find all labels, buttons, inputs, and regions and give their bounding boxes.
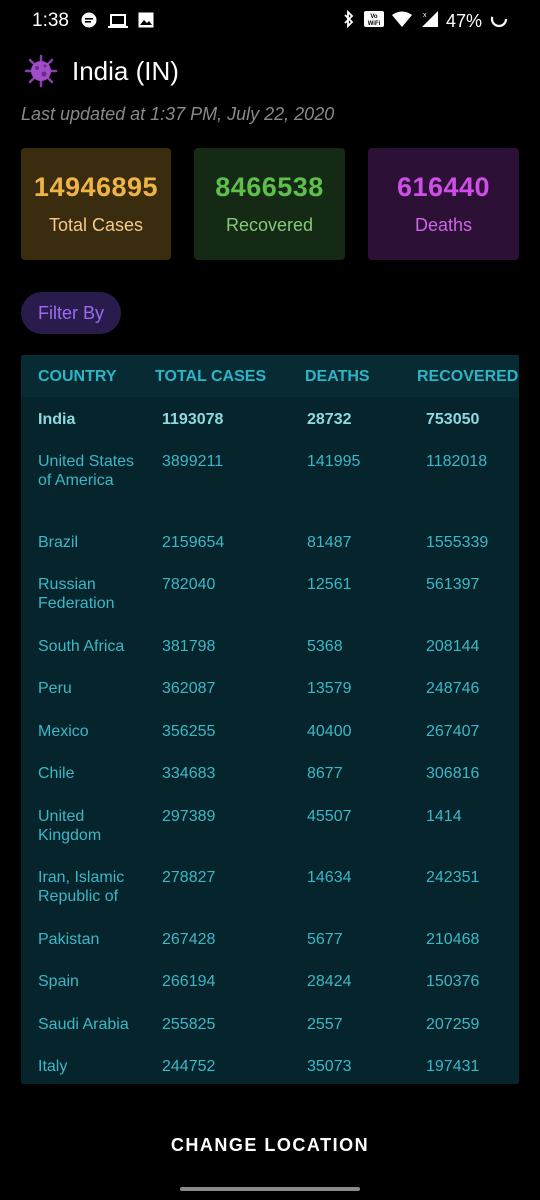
total-cases-card: 14946895 Total Cases xyxy=(21,148,171,260)
last-updated-text: Last updated at 1:37 PM, July 22, 2020 xyxy=(21,104,335,124)
cell-country: United Kingdom xyxy=(38,808,102,844)
cell-recovered: 197431 xyxy=(426,1058,480,1075)
cell-total-cases: 381798 xyxy=(162,638,216,655)
change-location-button[interactable]: CHANGE LOCATION xyxy=(0,1135,540,1156)
cell-total-cases: 2159654 xyxy=(162,534,225,551)
svg-text:WiFi: WiFi xyxy=(368,21,381,27)
cell-recovered: 242351 xyxy=(426,869,480,886)
battery-ring-icon xyxy=(490,10,508,33)
virus-icon xyxy=(24,54,58,88)
cell-recovered: 1414 xyxy=(426,808,462,825)
cell-recovered: 1555339 xyxy=(426,534,489,551)
cell-country: Mexico xyxy=(38,723,89,740)
cell-country: Saudi Arabia xyxy=(38,1016,129,1033)
cell-deaths: 2557 xyxy=(307,1016,343,1033)
laptop-icon xyxy=(108,12,128,35)
cell-recovered: 210468 xyxy=(426,931,480,948)
cell-deaths: 141995 xyxy=(307,453,361,470)
cell-country: South Africa xyxy=(38,638,125,655)
recovered-value: 8466538 xyxy=(215,172,324,202)
column-header-total-cases[interactable]: TOTAL CASES xyxy=(155,368,267,385)
cell-country: United States of America xyxy=(38,453,135,489)
cell-total-cases: 266194 xyxy=(162,973,216,990)
cell-deaths: 28424 xyxy=(307,973,352,990)
svg-text:Vo: Vo xyxy=(370,14,378,20)
column-header-recovered[interactable]: RECOVERED xyxy=(417,368,519,385)
cell-country: Russian Federation xyxy=(38,576,115,612)
cell-country: Italy xyxy=(38,1058,68,1075)
notification-icons xyxy=(80,12,154,35)
total-cases-label: Total Cases xyxy=(48,215,144,235)
filter-by-button[interactable]: Filter By xyxy=(21,292,121,334)
cell-country: Iran, Islamic Republic of xyxy=(38,869,125,905)
cell-recovered: 248746 xyxy=(426,680,480,697)
app-header: India (IN) xyxy=(24,54,179,88)
cell-country: Peru xyxy=(38,680,72,697)
table-header: COUNTRY TOTAL CASES DEATHS RECOVERED xyxy=(21,355,519,397)
wifi-icon xyxy=(391,11,412,32)
cell-recovered: 150376 xyxy=(426,973,480,990)
cell-recovered: 267407 xyxy=(426,723,480,740)
cell-deaths: 40400 xyxy=(307,723,352,740)
cell-deaths: 35073 xyxy=(307,1058,352,1075)
chat-bubble-icon xyxy=(80,12,98,35)
deaths-label: Deaths xyxy=(414,215,473,235)
home-indicator[interactable] xyxy=(180,1187,360,1191)
cell-total-cases: 267428 xyxy=(162,931,216,948)
deaths-card: 616440 Deaths xyxy=(368,148,519,260)
cell-country: India xyxy=(38,411,76,428)
cell-recovered: 306816 xyxy=(426,765,480,782)
status-bar: 1:38 Vo WiFi x 47% xyxy=(0,0,540,44)
countries-table[interactable]: COUNTRY TOTAL CASES DEATHS RECOVERED Ind… xyxy=(21,355,519,1084)
page-title: India (IN) xyxy=(72,55,179,86)
cell-total-cases: 278827 xyxy=(162,869,216,886)
image-icon xyxy=(138,12,154,35)
cell-deaths: 45507 xyxy=(307,808,352,825)
bluetooth-icon xyxy=(342,9,356,33)
cell-deaths: 5677 xyxy=(307,931,343,948)
recovered-card: 8466538 Recovered xyxy=(194,148,345,260)
cell-total-cases: 255825 xyxy=(162,1016,216,1033)
system-icons: Vo WiFi x 47% xyxy=(342,9,508,33)
cell-recovered: 561397 xyxy=(426,576,480,593)
recovered-label: Recovered xyxy=(225,215,314,235)
deaths-value: 616440 xyxy=(396,172,491,202)
cell-country: Brazil xyxy=(38,534,79,551)
svg-text:x: x xyxy=(423,12,427,19)
cell-total-cases: 244752 xyxy=(162,1058,216,1075)
battery-percent: 47% xyxy=(445,11,482,31)
cell-total-cases: 362087 xyxy=(162,680,216,697)
cell-country: Spain xyxy=(38,973,79,990)
column-header-deaths[interactable]: DEATHS xyxy=(305,368,370,385)
signal-icon: x xyxy=(420,10,438,33)
vowifi-icon: Vo WiFi xyxy=(363,10,384,33)
cell-recovered: 1182018 xyxy=(426,453,488,470)
cell-deaths: 5368 xyxy=(307,638,343,655)
cell-country: Pakistan xyxy=(38,931,100,948)
cell-total-cases: 297389 xyxy=(162,808,216,825)
cell-total-cases: 334683 xyxy=(162,765,216,782)
cell-total-cases: 356255 xyxy=(162,723,216,740)
cell-deaths: 28732 xyxy=(307,411,352,428)
cell-recovered: 208144 xyxy=(426,638,480,655)
total-cases-value: 14946895 xyxy=(33,172,159,202)
status-time: 1:38 xyxy=(32,10,69,31)
column-header-country[interactable]: COUNTRY xyxy=(38,368,117,385)
cell-total-cases: 1193078 xyxy=(162,411,224,428)
cell-deaths: 12561 xyxy=(307,576,352,593)
cell-total-cases: 782040 xyxy=(162,576,216,593)
cell-recovered: 207259 xyxy=(426,1016,480,1033)
cell-total-cases: 3899211 xyxy=(162,453,224,470)
cell-deaths: 13579 xyxy=(307,680,352,697)
cell-recovered: 753050 xyxy=(426,411,480,428)
cell-deaths: 81487 xyxy=(307,534,352,551)
cell-deaths: 8677 xyxy=(307,765,343,782)
cell-country: Chile xyxy=(38,765,75,782)
cell-deaths: 14634 xyxy=(307,869,352,886)
